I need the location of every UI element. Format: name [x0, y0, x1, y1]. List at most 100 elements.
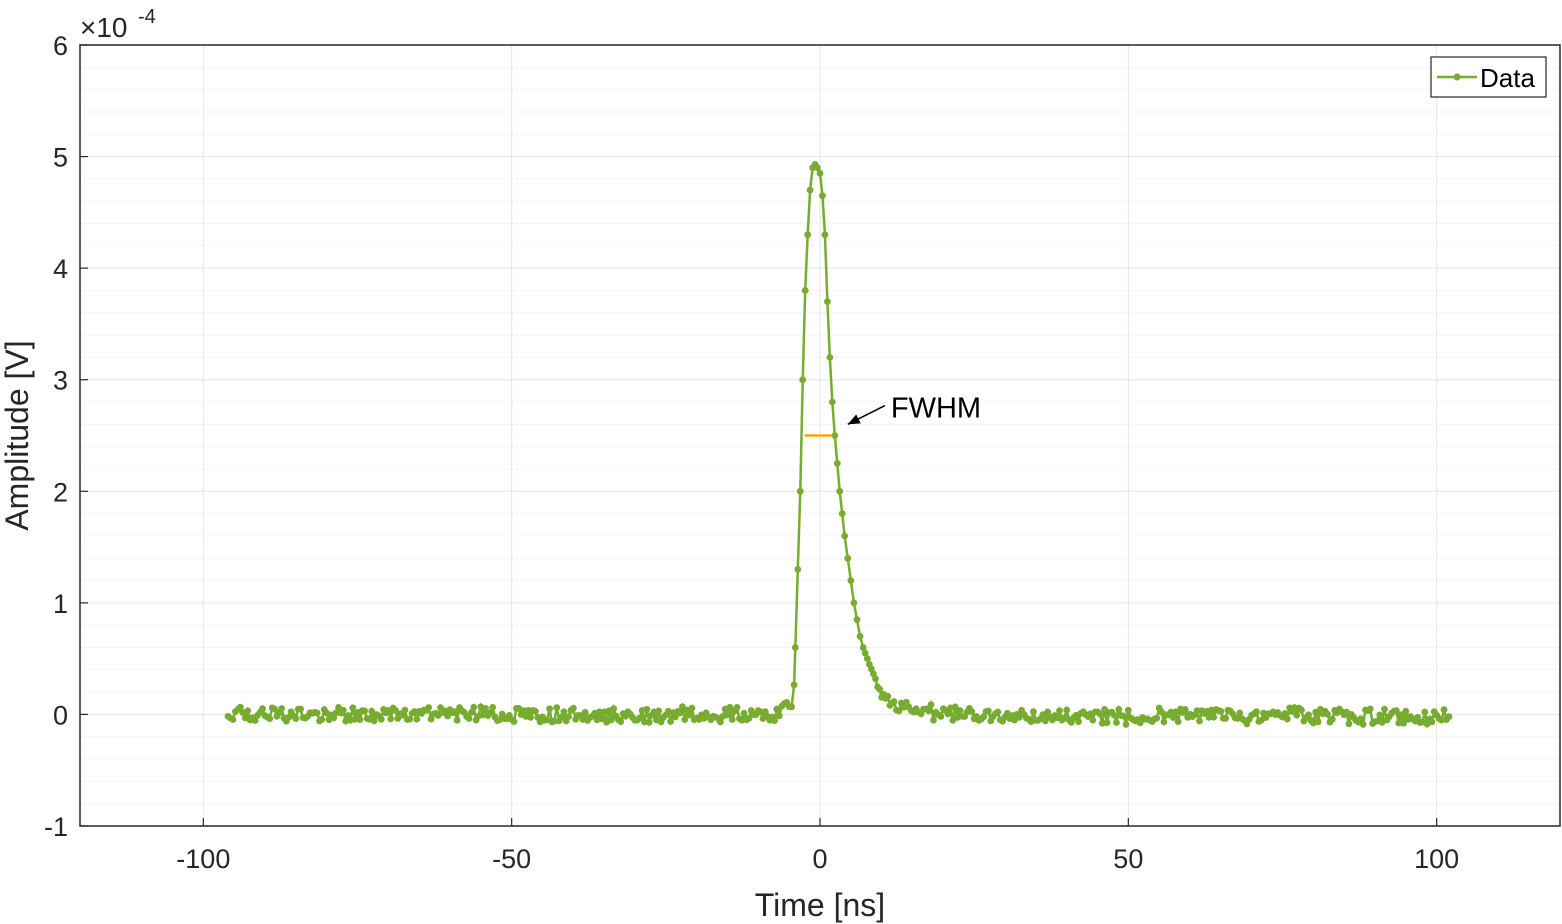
data-point	[361, 707, 369, 715]
series-markers-data	[224, 160, 1453, 728]
data-point	[278, 705, 285, 712]
series-layer	[224, 160, 1453, 729]
data-point	[1381, 705, 1388, 713]
data-point	[453, 716, 461, 724]
data-point	[330, 714, 338, 722]
data-point	[1402, 707, 1410, 715]
data-point	[859, 644, 867, 651]
data-point	[1397, 711, 1405, 719]
data-point	[489, 703, 497, 711]
data-point	[607, 716, 615, 724]
data-point	[804, 231, 812, 239]
data-point	[392, 706, 399, 714]
data-point	[728, 716, 736, 723]
data-point	[1113, 719, 1120, 726]
data-point	[833, 459, 841, 467]
data-point	[847, 577, 855, 584]
data-point	[856, 632, 864, 640]
x-axis: -100 -50 0 50 100	[176, 818, 1459, 874]
x-axis-label: Time [ns]	[755, 887, 885, 923]
data-point	[1193, 707, 1201, 715]
data-point	[1170, 714, 1177, 721]
data-point	[292, 715, 300, 722]
data-point	[1217, 707, 1225, 715]
data-point	[486, 709, 494, 717]
x-tick-label: 0	[812, 844, 827, 874]
data-point	[790, 681, 798, 689]
data-point	[229, 716, 237, 723]
data-point	[814, 164, 821, 172]
data-point	[1115, 706, 1123, 713]
data-point	[791, 644, 799, 651]
data-point	[944, 710, 952, 718]
data-point	[1440, 706, 1448, 714]
y-tick-label: 2	[53, 477, 68, 507]
data-point	[724, 711, 731, 719]
data-point	[773, 705, 781, 713]
data-point	[313, 709, 321, 717]
data-point	[796, 487, 804, 495]
data-point	[740, 709, 748, 717]
data-point	[863, 655, 871, 663]
data-point	[349, 704, 357, 712]
data-point	[565, 713, 572, 721]
y-tick-label: 6	[53, 31, 68, 61]
data-point	[645, 718, 653, 726]
data-point	[399, 711, 406, 719]
data-point	[1222, 715, 1229, 722]
data-point	[524, 707, 532, 714]
data-point	[1293, 711, 1301, 719]
data-point	[1400, 719, 1407, 727]
data-point	[558, 713, 565, 721]
data-point	[1063, 706, 1071, 714]
data-point	[1421, 708, 1429, 716]
fwhm-label: FWHM	[891, 393, 981, 425]
data-point	[1445, 713, 1453, 721]
data-point	[1328, 715, 1336, 723]
data-point	[828, 398, 836, 406]
data-point	[1314, 718, 1322, 726]
data-point	[850, 599, 858, 607]
data-point	[1110, 711, 1118, 719]
data-point	[244, 707, 252, 715]
data-point	[1120, 712, 1127, 720]
x-tick-label: -50	[492, 844, 531, 874]
y-tick-label: 4	[53, 254, 68, 284]
data-point	[836, 487, 844, 495]
data-point	[467, 709, 475, 716]
data-point	[643, 705, 651, 713]
data-point	[297, 705, 304, 713]
data-point	[821, 231, 829, 239]
data-point	[1345, 720, 1353, 728]
data-point	[444, 712, 452, 720]
data-point	[1283, 715, 1291, 723]
data-point	[356, 716, 364, 723]
data-point	[726, 703, 734, 711]
data-point	[775, 712, 783, 720]
data-point	[1305, 711, 1312, 719]
data-point	[671, 713, 679, 721]
data-point	[831, 432, 839, 439]
data-point	[1103, 719, 1111, 727]
data-point	[368, 707, 376, 715]
x-tick-label: 50	[1113, 844, 1143, 874]
legend-marker	[1453, 73, 1461, 81]
data-point	[641, 718, 648, 726]
data-point	[1414, 713, 1422, 721]
data-point	[339, 706, 347, 714]
data-point	[1366, 705, 1374, 713]
data-point	[788, 703, 796, 711]
data-point	[1210, 713, 1218, 721]
data-point	[1281, 710, 1289, 717]
data-point	[1236, 709, 1244, 717]
data-point	[370, 717, 378, 725]
data-point	[546, 705, 554, 713]
data-point	[890, 698, 898, 705]
data-point	[745, 715, 753, 722]
data-point	[733, 703, 741, 711]
data-point	[387, 715, 395, 723]
data-point	[510, 718, 518, 726]
data-point	[482, 705, 489, 712]
y-axis-label: Amplitude [V]	[0, 340, 35, 530]
data-point	[994, 708, 1002, 716]
